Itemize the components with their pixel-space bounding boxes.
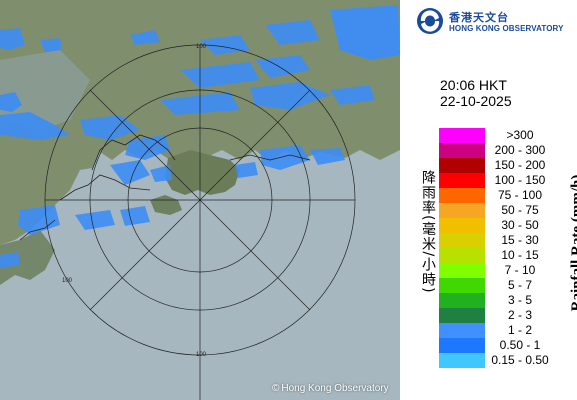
rain-echo (120, 206, 150, 226)
rain-echo (330, 85, 375, 105)
legend-title-en-wrapper: Rainfall Rate (mm/h) (551, 128, 577, 358)
rain-echo (80, 115, 140, 140)
color-swatch (439, 338, 485, 353)
rain-echo (18, 205, 60, 235)
observation-time: 20:06 HKT (440, 77, 507, 93)
sea-patch (0, 50, 90, 130)
rain-echo (0, 92, 22, 112)
color-scale-label: 75 - 100 (497, 188, 543, 202)
color-swatch (439, 353, 485, 368)
color-swatch (439, 173, 485, 188)
color-scale-label: 5 - 7 (507, 278, 532, 292)
color-swatch (439, 203, 485, 218)
color-scale-label: 100 - 150 (494, 173, 546, 187)
range-ring-label-left: 100 (62, 278, 73, 284)
color-scale-labels: >300 200 - 300 150 - 200 100 - 150 75 - 100 5… (485, 128, 555, 368)
rain-echo (0, 252, 20, 268)
color-swatch (439, 263, 485, 278)
rain-echo (250, 82, 330, 110)
rain-echo (110, 160, 150, 185)
range-rings (44, 44, 356, 400)
color-swatch (439, 233, 485, 248)
rain-echo (260, 145, 310, 170)
color-swatch (439, 308, 485, 323)
color-swatch (439, 188, 485, 203)
color-scale-label: >300 (506, 128, 534, 142)
color-scale-label: 3 - 5 (507, 293, 532, 307)
radar-map-svg: 100 100 100 (0, 0, 400, 400)
hko-logo-icon (417, 8, 443, 34)
color-scale-label: 7 - 10 (504, 263, 536, 277)
range-ring-label-bottom: 100 (196, 352, 207, 358)
rain-echo (150, 165, 172, 182)
rain-echo (235, 162, 258, 178)
logo-text-zh: 香港天文台 (449, 11, 509, 24)
color-scale-label: 30 - 50 (501, 218, 539, 232)
logo-text-en: HONG KONG OBSERVATORY (449, 24, 564, 33)
color-scale-label: 1 - 2 (507, 323, 532, 337)
radar-map: 100 100 100 © Hong Kong Observatory (0, 0, 400, 400)
color-swatch (439, 218, 485, 233)
hko-logo: 香港天文台 HONG KONG OBSERVATORY (415, 6, 575, 36)
color-swatch (439, 323, 485, 338)
rain-echo (130, 30, 160, 45)
range-ring-label-top: 100 (196, 44, 207, 50)
color-scale-label: 0.50 - 1 (499, 338, 541, 352)
color-scale-label: 50 - 75 (501, 203, 539, 217)
western-land (0, 230, 55, 285)
color-swatch (439, 248, 485, 263)
color-swatch (439, 143, 485, 158)
legend-title-en: Rainfall Rate (mm/h) (569, 174, 577, 312)
copyright-symbol: © (272, 383, 280, 394)
rain-echo (40, 38, 62, 52)
color-scale (439, 128, 485, 368)
color-scale-label: 0.15 - 0.50 (491, 353, 549, 367)
color-swatch (439, 278, 485, 293)
rain-echo (75, 210, 115, 230)
color-scale-label: 2 - 3 (507, 308, 532, 322)
legend-title-zh: 降雨率(毫米/小時) (420, 170, 436, 294)
rain-echo (0, 112, 70, 140)
rain-echo (330, 5, 400, 60)
color-scale-label: 150 - 200 (494, 158, 546, 172)
legend-panel: 香港天文台 HONG KONG OBSERVATORY 20:06 HKT 22… (400, 0, 577, 400)
color-scale-label: 10 - 15 (501, 248, 539, 262)
color-scale-label: 200 - 300 (494, 143, 546, 157)
rain-echo (200, 35, 250, 55)
color-scale-label: 15 - 30 (501, 233, 539, 247)
color-swatch (439, 158, 485, 173)
observation-date: 22-10-2025 (440, 93, 512, 109)
copyright-text: Hong Kong Observatory (281, 383, 389, 394)
color-swatch (439, 293, 485, 308)
rain-echo (0, 28, 25, 50)
rain-echo (265, 20, 320, 45)
copyright-notice: © Hong Kong Observatory (272, 383, 389, 394)
color-swatch (439, 128, 485, 143)
rain-echo (310, 148, 345, 165)
